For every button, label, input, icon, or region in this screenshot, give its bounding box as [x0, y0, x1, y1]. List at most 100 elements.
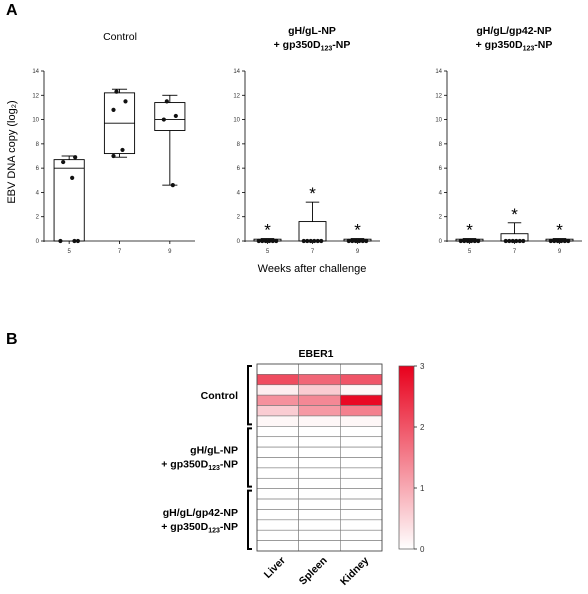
- x-tick-label: 7: [118, 249, 122, 255]
- x-tick-label: 7: [311, 249, 315, 255]
- x-tick-label: 9: [558, 249, 562, 255]
- data-point: [552, 238, 557, 244]
- x-tick-label: 9: [168, 249, 172, 255]
- heatmap-cell: [340, 415, 383, 427]
- data-point: [517, 238, 522, 244]
- data-point: [548, 238, 553, 244]
- data-point: [521, 238, 526, 244]
- data-point: [305, 238, 310, 244]
- data-point: [173, 113, 178, 119]
- data-point: [319, 238, 324, 244]
- group-label-line2: + gp350D123-NP: [161, 521, 238, 535]
- colorbar-tick-label: 3: [420, 362, 425, 371]
- heatmap-cell: [256, 405, 299, 417]
- column-label: Spleen: [297, 555, 330, 588]
- significance-asterisk: *: [511, 205, 518, 224]
- group-bracket: [247, 427, 252, 488]
- data-point: [315, 238, 320, 244]
- heatmap-cell: [298, 540, 341, 552]
- colorbar-tick-label: 1: [420, 484, 425, 493]
- data-point: [270, 238, 275, 244]
- group-label: Control: [201, 390, 238, 402]
- heatmap-cell: [340, 477, 383, 489]
- data-point: [111, 107, 116, 112]
- heatmap-cell: [298, 457, 341, 469]
- y-tick-label: 14: [435, 69, 442, 75]
- heatmap-cell: [340, 467, 383, 479]
- heatmap-cell: [298, 446, 341, 458]
- group-bracket: [247, 489, 252, 550]
- group-label-line1: gH/gL-NP: [190, 445, 238, 457]
- significance-asterisk: *: [556, 221, 563, 240]
- column-label: Kidney: [338, 555, 371, 588]
- y-tick-label: 12: [435, 93, 442, 99]
- data-point: [256, 238, 261, 244]
- heatmap-cell: [340, 446, 383, 458]
- y-tick-label: 6: [439, 166, 443, 172]
- heatmap-cell: [256, 426, 299, 438]
- colorbar-tick-label: 2: [420, 423, 425, 432]
- heatmap-cell: [256, 394, 299, 406]
- data-point: [476, 238, 481, 244]
- y-tick-label: 8: [237, 142, 241, 148]
- group-label-line1: gH/gL/gp42-NP: [163, 507, 238, 519]
- data-point: [469, 238, 474, 244]
- data-point: [562, 238, 567, 244]
- x-tick-label: 5: [67, 249, 71, 255]
- colorbar: [398, 365, 415, 550]
- heatmap-cell: [256, 446, 299, 458]
- y-tick-label: 0: [36, 239, 40, 245]
- heatmap-cell: [298, 519, 341, 531]
- heatmap-cell: [340, 394, 383, 406]
- data-point: [364, 238, 369, 244]
- data-point: [308, 238, 313, 244]
- heatmap-cell: [256, 374, 299, 386]
- y-tick-label: 4: [36, 190, 40, 196]
- data-point: [301, 238, 306, 244]
- y-tick-label: 4: [237, 190, 241, 196]
- significance-asterisk: *: [354, 221, 361, 240]
- heatmap-cell: [340, 363, 383, 375]
- boxplot-title-line1: gH/gL-NP: [288, 25, 336, 37]
- data-point: [346, 238, 351, 244]
- heatmap-cell: [340, 509, 383, 521]
- group-bracket: [247, 365, 252, 426]
- x-axis-label: Weeks after challenge: [258, 263, 367, 275]
- heatmap-cell: [256, 488, 299, 500]
- data-point: [360, 238, 365, 244]
- data-point: [353, 238, 358, 244]
- data-point: [120, 147, 125, 153]
- data-point: [357, 238, 362, 244]
- heatmap-cell: [298, 415, 341, 427]
- heatmap-border: [256, 363, 383, 552]
- heatmap-cell: [340, 405, 383, 417]
- data-point: [170, 183, 175, 188]
- box: [53, 159, 85, 242]
- heatmap-cell: [298, 363, 341, 375]
- heatmap-cell: [340, 457, 383, 469]
- y-tick-label: 2: [237, 215, 241, 221]
- boxplot-title: Control: [103, 31, 137, 43]
- heatmap-cell: [298, 529, 341, 541]
- heatmap-cell: [256, 415, 299, 427]
- heatmap-cell: [256, 477, 299, 489]
- boxplot-gh-gl-np: gH/gL-NP + gp350D123-NP Weeks after chal…: [233, 25, 380, 275]
- data-point: [114, 89, 119, 94]
- boxplot-title-line2: + gp350D123-NP: [274, 39, 351, 53]
- data-point: [161, 117, 166, 122]
- heatmap-cell: [256, 498, 299, 510]
- heatmap-cell: [256, 384, 299, 396]
- y-tick-label: 0: [237, 239, 241, 245]
- y-tick-label: 8: [36, 142, 40, 148]
- y-axis-label: EBV DNA copy (log₂): [6, 100, 18, 203]
- y-tick-label: 0: [439, 239, 443, 245]
- data-point: [312, 238, 317, 244]
- heatmap-cell: [298, 384, 341, 396]
- data-point: [350, 238, 355, 244]
- y-tick-label: 14: [233, 69, 240, 75]
- data-point: [514, 238, 519, 244]
- data-point: [70, 175, 75, 180]
- heatmap-cell: [256, 509, 299, 521]
- panel-b-letter: B: [6, 331, 18, 348]
- heatmap-cell: [298, 498, 341, 510]
